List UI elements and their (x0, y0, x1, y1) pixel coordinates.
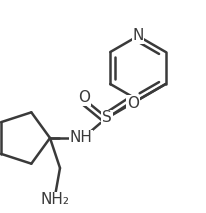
Text: O: O (127, 95, 139, 111)
Text: NH₂: NH₂ (41, 193, 69, 207)
Text: S: S (102, 111, 112, 125)
Text: NH: NH (70, 131, 92, 145)
Text: O: O (78, 91, 90, 105)
Text: N: N (132, 29, 144, 43)
